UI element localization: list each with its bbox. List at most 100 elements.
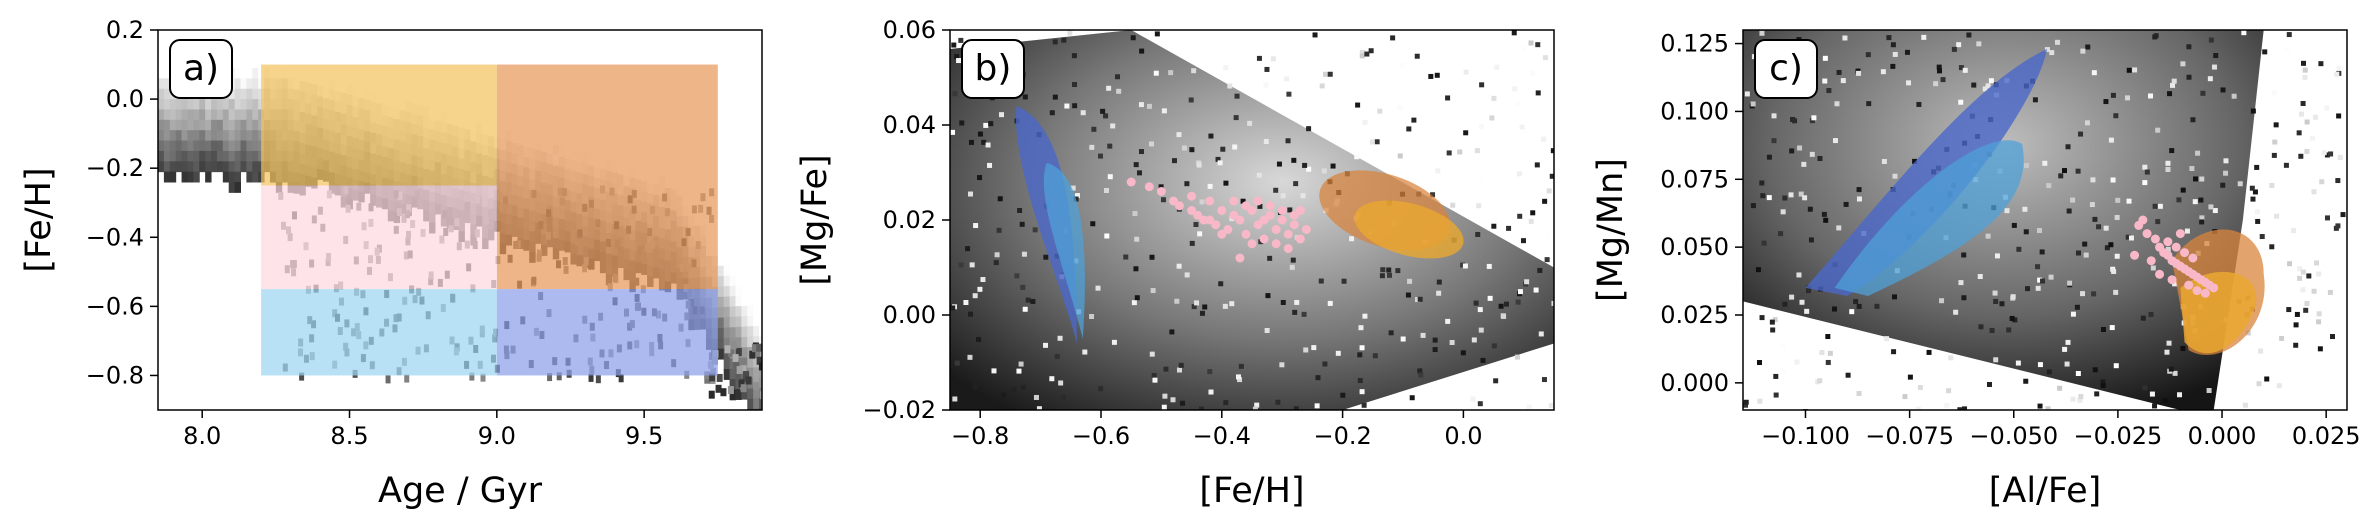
pink-point xyxy=(1229,196,1239,206)
y-tick-label: 0.00 xyxy=(883,301,936,329)
pink-point xyxy=(2209,283,2219,293)
pink-point xyxy=(1229,210,1239,220)
pink-point xyxy=(1223,225,1233,234)
pink-point xyxy=(1187,191,1197,201)
pink-point xyxy=(1156,187,1166,196)
pink-point xyxy=(2163,237,2173,247)
y-tick-label: 0.06 xyxy=(883,16,936,44)
panel-c-y-label: [Mg/Mn] xyxy=(1591,158,1631,302)
x-tick-label: 9.5 xyxy=(625,422,663,450)
selection-box xyxy=(496,289,718,376)
contour-blue-dark xyxy=(1015,106,1077,344)
y-tick-label: 0.000 xyxy=(1660,369,1729,397)
contour-blue-dark xyxy=(1805,49,2048,296)
panel-a-selection-boxes xyxy=(261,64,718,376)
panel-a-x-label: Age / Gyr xyxy=(378,471,543,511)
pink-point xyxy=(1265,210,1275,220)
pink-point xyxy=(1235,253,1245,263)
density-band xyxy=(1743,30,2264,410)
y-tick-label: 0.125 xyxy=(1660,30,1729,58)
pink-point xyxy=(2180,248,2190,258)
panel-a-y-axis: 0.2 0.0 −0.2 −0.4 −0.6 −0.8 xyxy=(86,16,158,389)
y-tick-label: −0.4 xyxy=(86,223,144,251)
pink-point xyxy=(2138,215,2148,225)
pink-point xyxy=(1277,206,1287,215)
panel-a-label-box xyxy=(169,39,233,99)
y-tick-label: −0.8 xyxy=(86,361,144,389)
panel-c-y-axis: 0.000 0.025 0.050 0.075 0.100 0.125 xyxy=(1660,30,1743,397)
pink-point xyxy=(2192,286,2202,296)
y-tick-label: 0.2 xyxy=(106,16,144,44)
y-tick-label: −0.2 xyxy=(86,154,144,182)
pink-point xyxy=(2200,288,2210,298)
x-tick-label: −0.075 xyxy=(1865,422,1954,450)
x-tick-label: −0.100 xyxy=(1761,422,1850,450)
panel-c-heatmap xyxy=(1743,30,2347,410)
contour-blue-light xyxy=(1043,163,1085,339)
panel-b-x-label: [Fe/H] xyxy=(1199,471,1304,511)
panel-b: −0.8 −0.6 −0.4 −0.2 0.0 −0.02 0.00 0.02 0.04 0.0… xyxy=(795,16,1555,511)
pink-point xyxy=(1265,201,1275,211)
pink-point xyxy=(1253,196,1263,206)
pink-point xyxy=(1301,225,1311,234)
pink-point xyxy=(1235,215,1245,225)
pink-point xyxy=(1277,215,1287,225)
x-tick-label: 0.025 xyxy=(2292,422,2361,450)
x-tick-label: 0.0 xyxy=(1444,422,1482,450)
pink-point xyxy=(1241,229,1251,239)
selection-box xyxy=(261,64,497,186)
y-tick-label: 0.075 xyxy=(1660,165,1729,193)
panel-c-overlay xyxy=(1805,49,2265,356)
pink-point xyxy=(2142,229,2152,239)
pink-point xyxy=(1289,220,1299,230)
panel-c-label: c) xyxy=(1769,48,1803,89)
y-tick-label: 0.04 xyxy=(883,111,936,139)
pink-point xyxy=(2155,269,2165,279)
pink-point xyxy=(1253,220,1263,230)
x-tick-label: 8.0 xyxy=(183,422,221,450)
selection-box xyxy=(496,64,718,290)
y-tick-label: −0.02 xyxy=(862,396,936,424)
pink-point xyxy=(1295,206,1305,215)
x-tick-label: −0.050 xyxy=(1969,422,2058,450)
panel-b-overlay xyxy=(1015,106,1464,344)
x-tick-label: 8.5 xyxy=(330,422,368,450)
y-tick-label: −0.6 xyxy=(86,292,144,320)
panel-a-frame xyxy=(157,29,763,411)
y-tick-label: 0.0 xyxy=(106,85,144,113)
panel-a-y-label: [Fe/H] xyxy=(19,167,59,272)
panel-c-x-axis: −0.100 −0.075 −0.050 −0.025 0.000 0.025 xyxy=(1761,410,2361,450)
pink-point xyxy=(1217,206,1227,215)
pink-point xyxy=(1168,196,1178,206)
pink-point xyxy=(1217,229,1227,239)
panel-b-label-box xyxy=(961,39,1025,99)
panel-a: 8.0 8.5 9.0 9.5 0.2 0.0 −0.2 −0.4 −0.6 −0.8 Age … xyxy=(19,16,763,511)
pink-point xyxy=(2171,242,2181,252)
pink-point xyxy=(1283,229,1293,239)
x-tick-label: −0.4 xyxy=(1193,422,1251,450)
y-tick-label: 0.050 xyxy=(1660,233,1729,261)
x-tick-label: −0.8 xyxy=(951,422,1009,450)
y-tick-label: 0.025 xyxy=(1660,301,1729,329)
y-tick-label: 0.02 xyxy=(883,206,936,234)
selection-box xyxy=(261,289,497,376)
panel-a-label: a) xyxy=(183,48,219,89)
x-tick-label: 0.000 xyxy=(2188,422,2257,450)
x-tick-label: 9.0 xyxy=(478,422,516,450)
panel-b-x-axis: −0.8 −0.6 −0.4 −0.2 0.0 xyxy=(951,410,1482,450)
pink-point xyxy=(1271,239,1281,249)
pink-point xyxy=(2150,234,2160,244)
pink-point xyxy=(1271,225,1281,234)
pink-point xyxy=(1283,244,1293,253)
pink-point xyxy=(1205,196,1215,206)
pink-point xyxy=(2167,275,2177,285)
contour-orange-light xyxy=(1354,200,1464,259)
panel-c-x-label: [Al/Fe] xyxy=(1989,471,2102,511)
pink-point xyxy=(2188,253,2198,263)
panel-c-label-box xyxy=(1754,39,1818,99)
pink-point xyxy=(1144,182,1154,192)
density-band xyxy=(950,30,1554,410)
panel-c: −0.100 −0.075 −0.050 −0.025 0.000 0.025 0.000… xyxy=(1591,29,2361,511)
panel-b-label: b) xyxy=(975,48,1012,89)
